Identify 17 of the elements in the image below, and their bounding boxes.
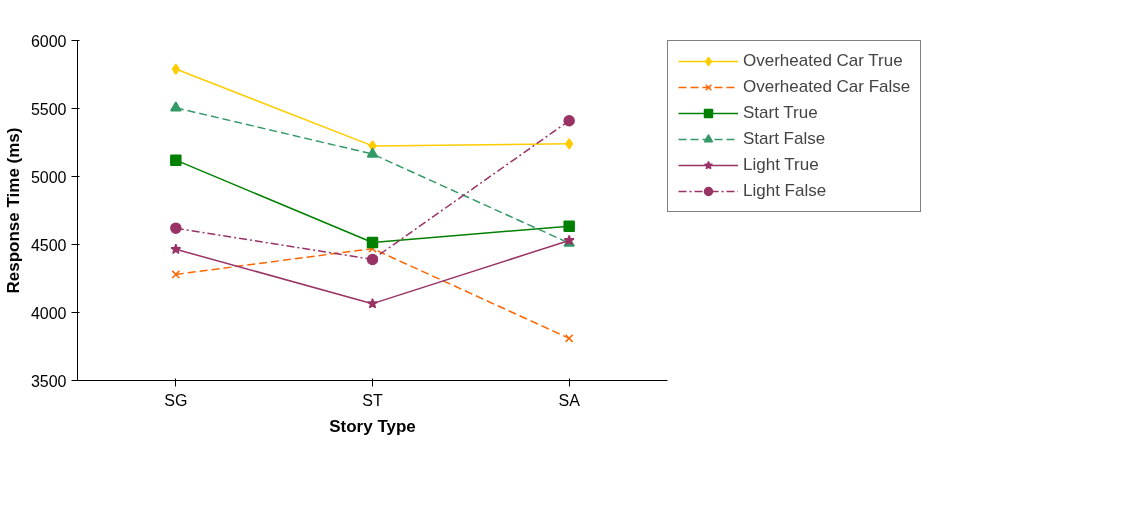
x-tick-label: SG (164, 391, 188, 409)
y-tick-label: 5500 (30, 100, 67, 118)
x-axis-title: Story Type (329, 416, 416, 436)
x-tick-label: ST (362, 391, 383, 409)
y-tick-label: 3500 (30, 372, 67, 390)
legend-label: Light True (743, 155, 819, 175)
y-tick-label: 4000 (30, 304, 67, 322)
legend-label: Start False (743, 129, 826, 149)
legend-label: Light False (743, 181, 827, 201)
y-tick-label: 6000 (30, 32, 67, 50)
legend-label: Overheated Car True (743, 51, 903, 71)
y-tick-label: 5000 (30, 168, 67, 186)
y-axis-title: Response Time (ms) (3, 127, 23, 294)
legend-label: Overheated Car False (743, 77, 911, 97)
legend-label: Start True (743, 103, 818, 123)
x-tick-label: SA (558, 391, 581, 409)
y-tick-label: 4500 (30, 236, 67, 254)
